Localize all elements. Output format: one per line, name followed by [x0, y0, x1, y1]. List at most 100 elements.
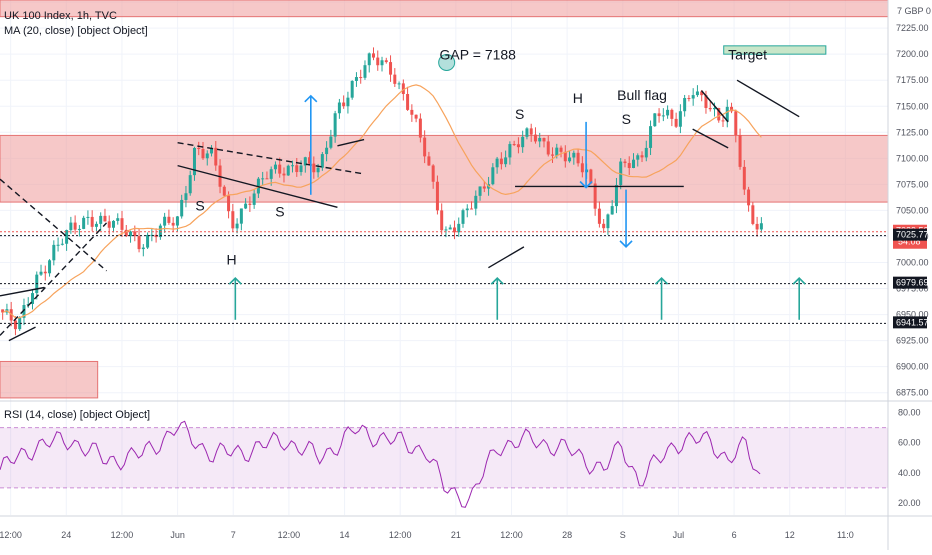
trend-line [177, 142, 365, 175]
candle-body [448, 227, 452, 230]
rsi-line [0, 420, 761, 508]
candle-body [397, 83, 401, 85]
ma-header: MA (20, close) [object Object] [4, 25, 148, 37]
candle-body [533, 134, 537, 142]
price-tick-label: 7100.00 [896, 153, 929, 163]
rsi-tick-label: 20.00 [898, 498, 921, 508]
price-label-box [893, 316, 927, 329]
candle-body [69, 222, 73, 231]
candle-body [401, 83, 405, 95]
arrow-head [228, 276, 242, 285]
candle-body [410, 109, 414, 115]
candle-body [94, 223, 98, 227]
candle-body [512, 144, 516, 146]
price-label-box [893, 276, 927, 289]
candle-body [31, 293, 35, 305]
arrow-head [792, 276, 806, 285]
candle-body [559, 147, 563, 152]
candle-body [516, 144, 520, 148]
time-tick-label: 11:0 [837, 530, 854, 540]
trend-line [8, 326, 36, 342]
candle-body [435, 181, 439, 211]
candle-body [129, 231, 133, 237]
time-tick-label: 12:00 [111, 530, 134, 540]
trend-line [736, 79, 800, 118]
candle-body [700, 91, 704, 96]
candle-body [261, 178, 265, 180]
moving-average-line [2, 84, 762, 319]
candle-body [444, 229, 448, 231]
candle-body [755, 223, 759, 230]
candle-body [273, 164, 277, 170]
candle-body [111, 220, 115, 228]
time-tick-label: 24 [61, 530, 71, 540]
candle-body [730, 106, 734, 112]
candle-body [555, 147, 559, 156]
candle-body [589, 169, 593, 184]
candle-body [325, 147, 329, 155]
candle-body [320, 154, 324, 168]
candle-body [103, 215, 107, 222]
candle-body [56, 244, 60, 246]
time-tick-label: Jun [170, 530, 185, 540]
candle-body [201, 148, 205, 159]
candle-body [742, 166, 746, 190]
candle-body [708, 107, 712, 110]
target-box [723, 45, 827, 55]
annotation-label: H [573, 90, 583, 106]
candle-body [538, 138, 542, 142]
candle-body [137, 236, 141, 250]
price-tick-label: 7050.00 [896, 205, 929, 215]
candle-body [457, 223, 461, 233]
candle-body [465, 208, 469, 211]
resistance-zone [0, 134, 889, 203]
candle-body [205, 153, 209, 159]
candle-body [163, 216, 167, 226]
candle-body [568, 157, 572, 162]
candle-body [738, 135, 742, 167]
resistance-zone [0, 360, 99, 399]
rsi-header: RSI (14, close) [object Object] [4, 409, 151, 421]
candle-body [86, 216, 90, 218]
candle-body [572, 152, 576, 158]
price-tick-label: 7000.00 [896, 258, 929, 268]
candle-body [22, 305, 26, 318]
candle-body [499, 158, 503, 165]
candle-body [525, 128, 529, 137]
candle-body [657, 113, 661, 117]
candle-body [337, 102, 341, 114]
candle-body [380, 60, 384, 66]
trend-line [337, 138, 365, 147]
candle-body [678, 111, 682, 127]
candle-body [474, 195, 478, 209]
candle-body [606, 214, 610, 229]
candle-body [210, 147, 214, 154]
candle-body [427, 156, 431, 166]
candle-body [120, 218, 124, 230]
candle-body [623, 161, 627, 164]
candle-body [691, 95, 695, 99]
candle-body [295, 165, 299, 173]
price-label-text: 6979.69 [896, 278, 929, 288]
trend-line [700, 90, 729, 123]
arrow-head [579, 180, 593, 189]
candle-body [316, 167, 320, 173]
candle-body [175, 216, 179, 226]
candle-body [371, 53, 375, 58]
candle-body [13, 320, 17, 330]
candle-body [133, 231, 137, 237]
candle-body [278, 164, 282, 174]
candle-body [235, 223, 239, 229]
candle-body [674, 118, 678, 127]
time-tick-label: Jul [673, 530, 685, 540]
candle-body [610, 206, 614, 215]
candle-body [721, 120, 725, 122]
time-tick-label: S [620, 530, 626, 540]
time-tick-label: 28 [562, 530, 572, 540]
candle-body [470, 208, 474, 210]
candle-body [286, 165, 290, 176]
candle-body [367, 53, 371, 66]
candle-body [354, 77, 358, 81]
